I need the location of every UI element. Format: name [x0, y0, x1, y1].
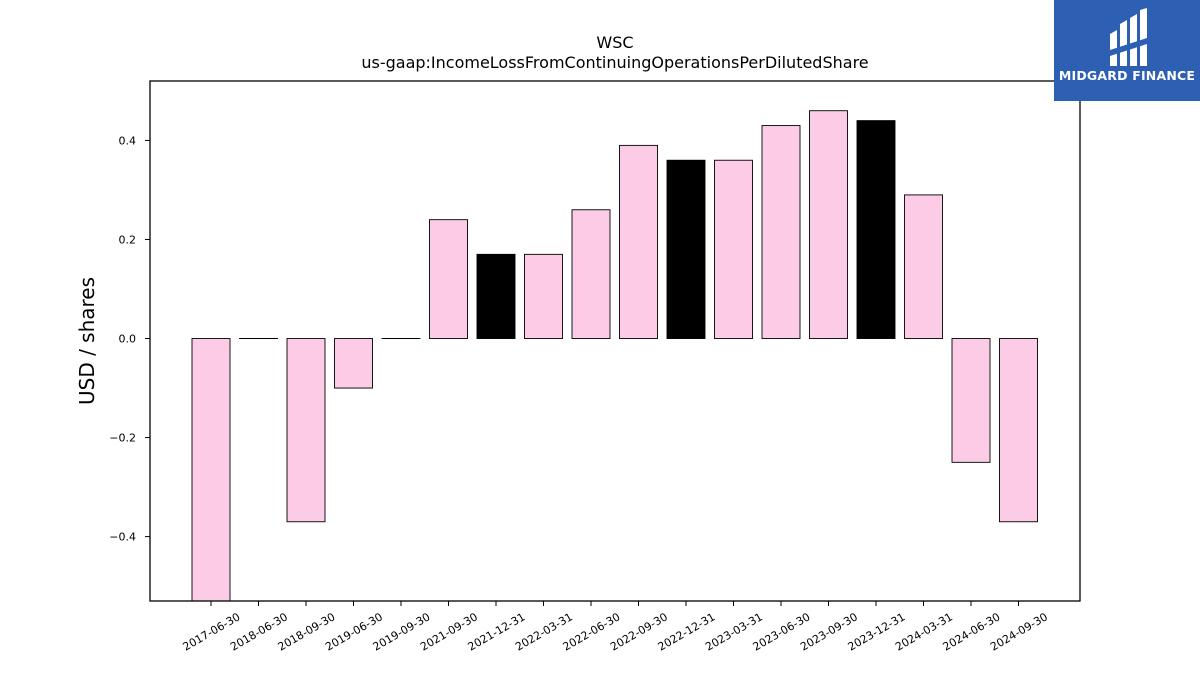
bar-2024-09-30 [999, 338, 1038, 523]
plot-area-frame [149, 80, 1081, 602]
y-axis-ticks: −0.4 −0.2 0.0 0.2 0.4 [109, 134, 150, 544]
bar-2022-09-30 [619, 144, 658, 339]
bar-2019-06-30 [334, 338, 373, 389]
y-axis-label: USD / shares [75, 277, 99, 405]
y-tick-label: −0.4 [109, 531, 136, 544]
x-axis-ticks: 2017-06-302018-06-302018-09-302019-06-30… [181, 601, 1050, 654]
bar-2023-06-30 [761, 125, 801, 339]
bar-2021-12-31 [476, 253, 516, 339]
bar-2023-12-31 [856, 120, 896, 339]
bar-2018-09-30 [286, 338, 326, 523]
chart-title: WSC [596, 33, 633, 52]
bar-2021-09-30 [429, 219, 468, 339]
brand-logo: MIDGARD FINANCE [1054, 0, 1200, 101]
midgard-logo-icon [1110, 8, 1147, 66]
bar-2024-03-31 [904, 194, 943, 339]
bar-2024-06-30 [951, 338, 991, 463]
y-tick-label: 0.4 [119, 134, 137, 147]
bar-2022-06-30 [571, 209, 611, 339]
bar-2023-09-30 [809, 110, 848, 339]
bars-group [191, 110, 1038, 602]
bar-2022-12-31 [666, 159, 706, 339]
bar-2023-03-31 [714, 159, 753, 339]
chart-subtitle: us-gaap:IncomeLossFromContinuingOperatio… [361, 53, 868, 72]
y-tick-label: −0.2 [109, 432, 136, 445]
y-tick-label: 0.0 [119, 333, 137, 346]
y-tick-label: 0.2 [119, 233, 137, 246]
bar-2017-06-30 [191, 338, 231, 602]
brand-name: MIDGARD FINANCE [1058, 68, 1196, 83]
bar-2022-03-31 [524, 253, 563, 339]
